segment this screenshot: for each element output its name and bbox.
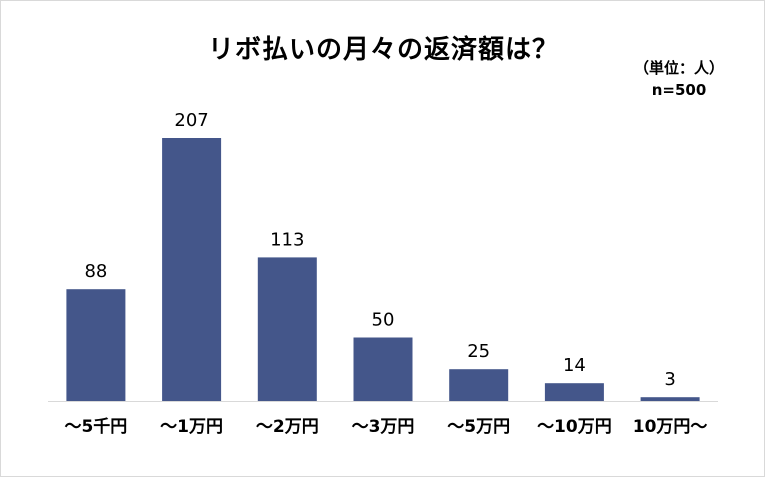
sample-size-label: n=500 bbox=[651, 81, 707, 99]
data-label-4: 50 bbox=[372, 310, 395, 331]
bar-1 bbox=[66, 289, 126, 401]
data-label-1: 88 bbox=[84, 261, 107, 282]
unit-label: （単位：人） bbox=[633, 59, 724, 77]
bar-6 bbox=[544, 383, 604, 401]
category-label-4: ～3万円 bbox=[352, 417, 415, 437]
bar-7 bbox=[640, 397, 700, 401]
bar-3 bbox=[257, 257, 317, 401]
category-label-6: ～10万円 bbox=[537, 417, 612, 437]
data-label-3: 113 bbox=[270, 229, 304, 250]
unit-note: （単位：人） n=500 bbox=[634, 57, 724, 101]
chart-title: リボ払いの月々の返済額は？ bbox=[207, 35, 559, 65]
bar-2 bbox=[162, 138, 222, 401]
category-label-1: ～5千円 bbox=[64, 417, 127, 437]
data-label-5: 25 bbox=[467, 341, 490, 362]
category-label-2: ～1万円 bbox=[160, 417, 223, 437]
category-label-5: ～5万円 bbox=[447, 417, 510, 437]
bar-4 bbox=[353, 337, 413, 401]
bar-5 bbox=[449, 369, 509, 401]
category-label-3: ～2万円 bbox=[256, 417, 319, 437]
data-label-6: 14 bbox=[563, 355, 586, 376]
data-label-2: 207 bbox=[174, 110, 208, 131]
category-label-7: 10万円～ bbox=[633, 417, 708, 437]
data-label-7: 3 bbox=[664, 369, 675, 390]
